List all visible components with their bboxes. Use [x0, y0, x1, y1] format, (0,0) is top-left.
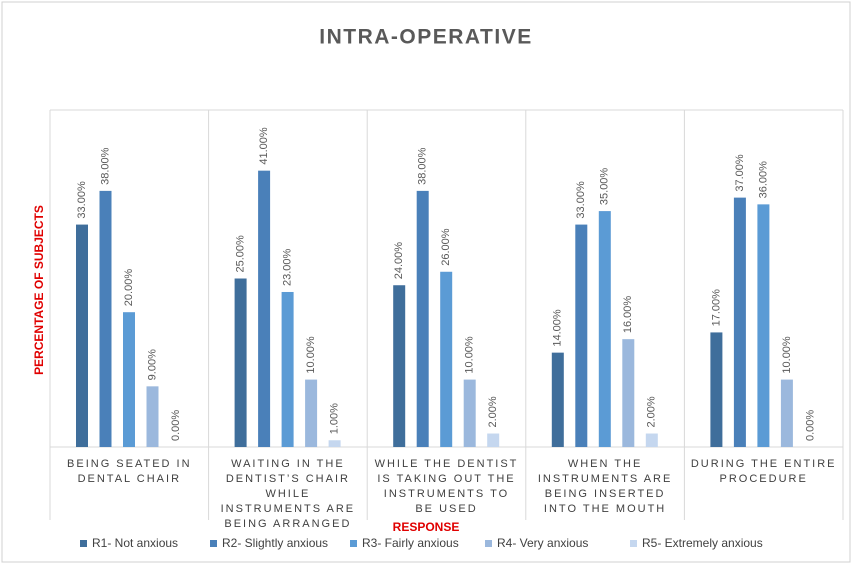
value-label: 9.00% — [146, 349, 158, 380]
value-label: 41.00% — [258, 127, 270, 165]
bar — [463, 379, 476, 447]
value-label: 10.00% — [305, 336, 317, 374]
value-label: 36.00% — [757, 161, 769, 199]
value-label: 0.00% — [170, 410, 182, 441]
bar — [328, 440, 341, 447]
bar — [733, 197, 746, 447]
bar — [575, 224, 588, 447]
value-label: 35.00% — [599, 168, 611, 206]
bar — [487, 433, 500, 447]
bar — [622, 339, 635, 447]
value-label: 16.00% — [622, 296, 634, 334]
bar — [146, 386, 159, 447]
value-label: 37.00% — [734, 154, 746, 192]
bar — [99, 190, 112, 447]
bar — [757, 204, 770, 447]
legend-swatch — [80, 540, 87, 547]
legend-swatch — [350, 540, 357, 547]
value-label: 1.00% — [329, 403, 341, 434]
value-label: 38.00% — [417, 147, 429, 185]
value-label: 10.00% — [464, 336, 476, 374]
bar — [440, 271, 453, 447]
bar — [258, 170, 271, 447]
value-label: 26.00% — [440, 228, 452, 266]
value-label: 33.00% — [76, 181, 88, 219]
legend-label: R2- Slightly anxious — [222, 536, 328, 550]
value-label: 2.00% — [646, 396, 658, 427]
legend-label: R5- Extremely anxious — [642, 536, 763, 550]
bar — [551, 352, 564, 447]
value-label: 2.00% — [487, 396, 499, 427]
y-axis-title: PERCENTAGE OF SUBJECTS — [32, 205, 46, 375]
legend-label: R3- Fairly anxious — [362, 536, 459, 550]
x-tick-label: WAITING IN THE DENTIST’S CHAIR WHILE INS… — [220, 458, 356, 530]
bar — [780, 379, 793, 447]
x-tick-label: DURING THE ENTIRE PROCEDURE — [690, 458, 837, 485]
value-label: 23.00% — [282, 248, 294, 286]
legend-label: R4- Very anxious — [497, 536, 588, 550]
value-label: 0.00% — [804, 410, 816, 441]
value-label: 24.00% — [393, 242, 405, 280]
value-label: 20.00% — [123, 269, 135, 307]
legend-swatch — [210, 540, 217, 547]
bar — [393, 285, 406, 447]
legend-swatch — [485, 540, 492, 547]
bar — [645, 433, 658, 447]
legend-label: R1- Not anxious — [92, 536, 178, 550]
value-label: 25.00% — [235, 235, 247, 273]
bar — [710, 332, 723, 447]
bar — [281, 291, 294, 447]
bar — [598, 211, 611, 447]
value-label: 14.00% — [552, 309, 564, 347]
x-tick-label: BEING SEATED IN DENTAL CHAIR — [67, 458, 192, 485]
value-label: 38.00% — [99, 147, 111, 185]
bar — [123, 312, 135, 447]
value-label: 33.00% — [575, 181, 587, 219]
legend-swatch — [630, 540, 637, 547]
value-label: 17.00% — [710, 289, 722, 327]
bar — [305, 379, 318, 447]
value-label: 10.00% — [781, 336, 793, 374]
x-axis-title: RESPONSE — [393, 520, 460, 534]
chart-title: INTRA-OPERATIVE — [319, 26, 532, 49]
x-tick-label: WHILE THE DENTIST IS TAKING OUT THE INST… — [374, 458, 519, 515]
bar — [234, 278, 247, 447]
bar — [416, 190, 429, 447]
x-tick-label: WHEN THE INSTRUMENTS ARE BEING INSERTED … — [537, 458, 673, 515]
bar — [76, 224, 88, 447]
